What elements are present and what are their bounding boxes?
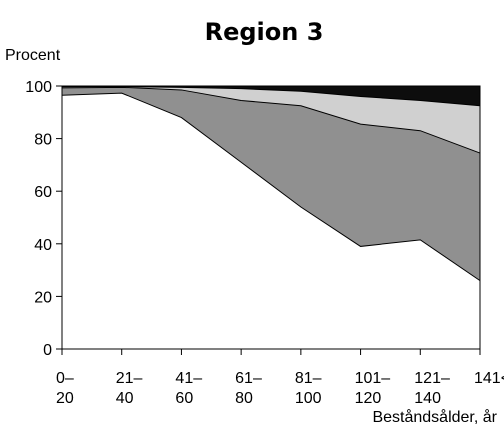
y-tick-label: 0: [43, 342, 52, 359]
y-tick-label: 60: [34, 184, 52, 201]
area-layer-dark-gray: [62, 87, 480, 281]
y-tick-label: 20: [34, 289, 52, 306]
y-tick-label: 100: [25, 79, 52, 96]
axes: [61, 85, 481, 350]
x-tick-label: 80: [235, 390, 253, 407]
x-ticks: 0– 20 21– 40 41– 60 61– 80 81– 100 101– 120 121– 140 1…: [56, 349, 504, 407]
x-tick-label: 121–: [414, 370, 450, 387]
x-tick-label: 141<: [474, 370, 504, 387]
x-tick-label: 20: [56, 390, 74, 407]
x-tick-label: 0–: [56, 370, 74, 387]
x-tick-label: 60: [175, 390, 193, 407]
x-tick-label: 61–: [235, 370, 262, 387]
boundary-line: [61, 86, 481, 154]
boundary-line: [61, 92, 481, 282]
x-tick-label: 21–: [116, 370, 143, 387]
x-tick-label: 40: [116, 390, 134, 407]
chart-title: Region 3: [205, 18, 324, 46]
y-axis-label: Procent: [5, 47, 61, 64]
area-layer-black: [62, 86, 480, 106]
x-tick-label: 140: [414, 390, 441, 407]
area-layer-bottom: [62, 93, 480, 349]
boundary-line: [61, 86, 481, 107]
x-tick-label: 81–: [295, 370, 322, 387]
x-tick-label: 41–: [175, 370, 202, 387]
y-ticks: 0 20 40 60 80 100: [25, 79, 62, 359]
plot-frame: [61, 85, 481, 350]
x-tick-label: 120: [355, 390, 382, 407]
x-tick-label: 100: [295, 390, 322, 407]
x-axis-label: Beståndsålder, år: [372, 408, 497, 426]
area-layers: [61, 86, 481, 349]
y-tick-label: 80: [34, 132, 52, 149]
area-layer-light-gray: [62, 86, 480, 154]
y-tick-label: 40: [34, 237, 52, 254]
x-tick-label: 101–: [355, 370, 391, 387]
